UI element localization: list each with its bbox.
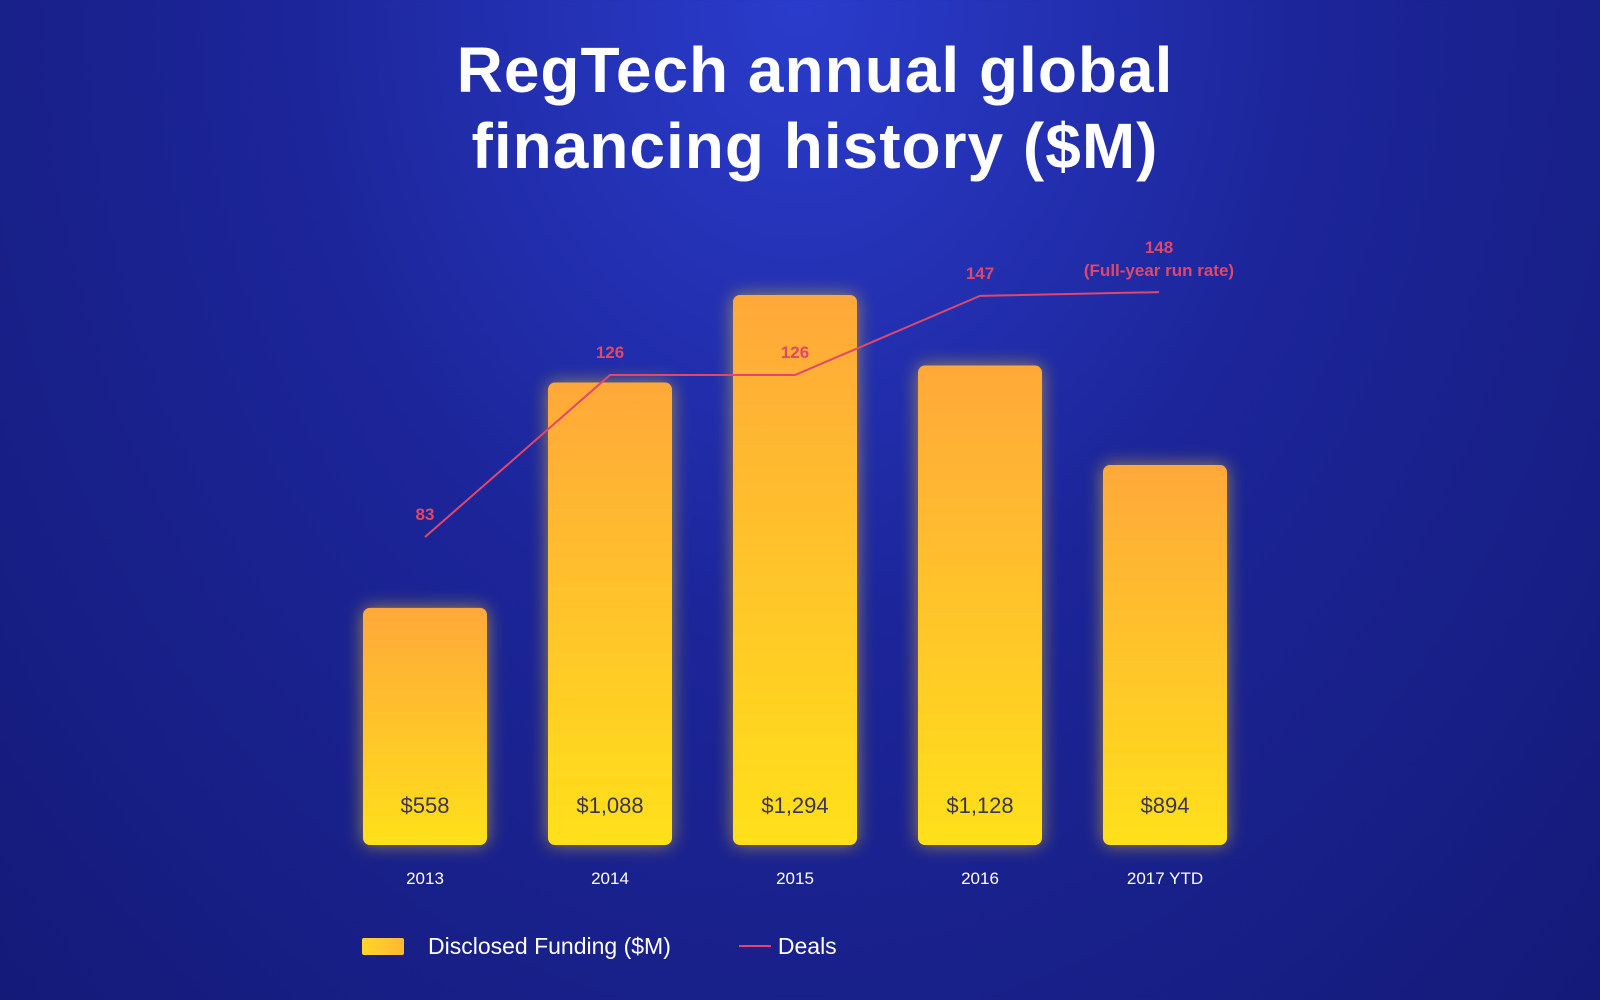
x-tick-label: 2014 xyxy=(591,869,629,888)
legend-funding-swatch xyxy=(362,937,404,955)
chart-title-line-1: RegTech annual global xyxy=(456,34,1174,106)
funding-bar xyxy=(548,382,672,845)
deals-value-label: 83 xyxy=(416,505,435,524)
deals-value-label: 126 xyxy=(781,343,809,362)
funding-bar xyxy=(733,295,857,845)
funding-bar xyxy=(918,365,1042,845)
legend-funding-label: Disclosed Funding ($M) xyxy=(428,932,671,959)
legend-deals-label: Deals xyxy=(777,932,837,959)
deals-value-labels: 83 126 126 147 148 (Full-year run rate) xyxy=(416,238,1235,524)
bar-value-label: $1,128 xyxy=(946,793,1013,818)
bar-value-label: $1,088 xyxy=(576,793,643,818)
funding-bar xyxy=(1103,465,1227,845)
legend: Disclosed Funding ($M) Deals xyxy=(362,930,837,962)
deals-line-series xyxy=(424,291,1160,538)
funding-bar xyxy=(363,607,487,845)
x-tick-label: 2017 YTD xyxy=(1127,869,1203,888)
bar-value-label: $894 xyxy=(1141,793,1190,818)
deals-value-label: 126 xyxy=(596,343,624,362)
legend-deals-swatch xyxy=(738,945,771,947)
bar-value-label: $1,294 xyxy=(761,793,828,818)
x-tick-label: 2016 xyxy=(961,869,999,888)
x-tick-label: 2015 xyxy=(776,869,814,888)
x-tick-label: 2013 xyxy=(406,869,444,888)
x-axis-category-labels: 2013 2014 2015 2016 2017 YTD xyxy=(406,869,1203,888)
chart-title: RegTech annual global financing history … xyxy=(0,32,1600,184)
bar-series xyxy=(363,295,1227,845)
deals-value-label: 147 xyxy=(966,264,994,283)
deals-annotation: (Full-year run rate) xyxy=(1084,261,1234,280)
deals-value-label: 148 xyxy=(1145,238,1173,257)
bar-value-label: $558 xyxy=(401,793,450,818)
chart-title-line-2: financing history ($M) xyxy=(471,110,1159,182)
bar-value-labels: $558 $1,088 $1,294 $1,128 $894 xyxy=(401,793,1190,818)
deals-line xyxy=(424,291,1160,538)
